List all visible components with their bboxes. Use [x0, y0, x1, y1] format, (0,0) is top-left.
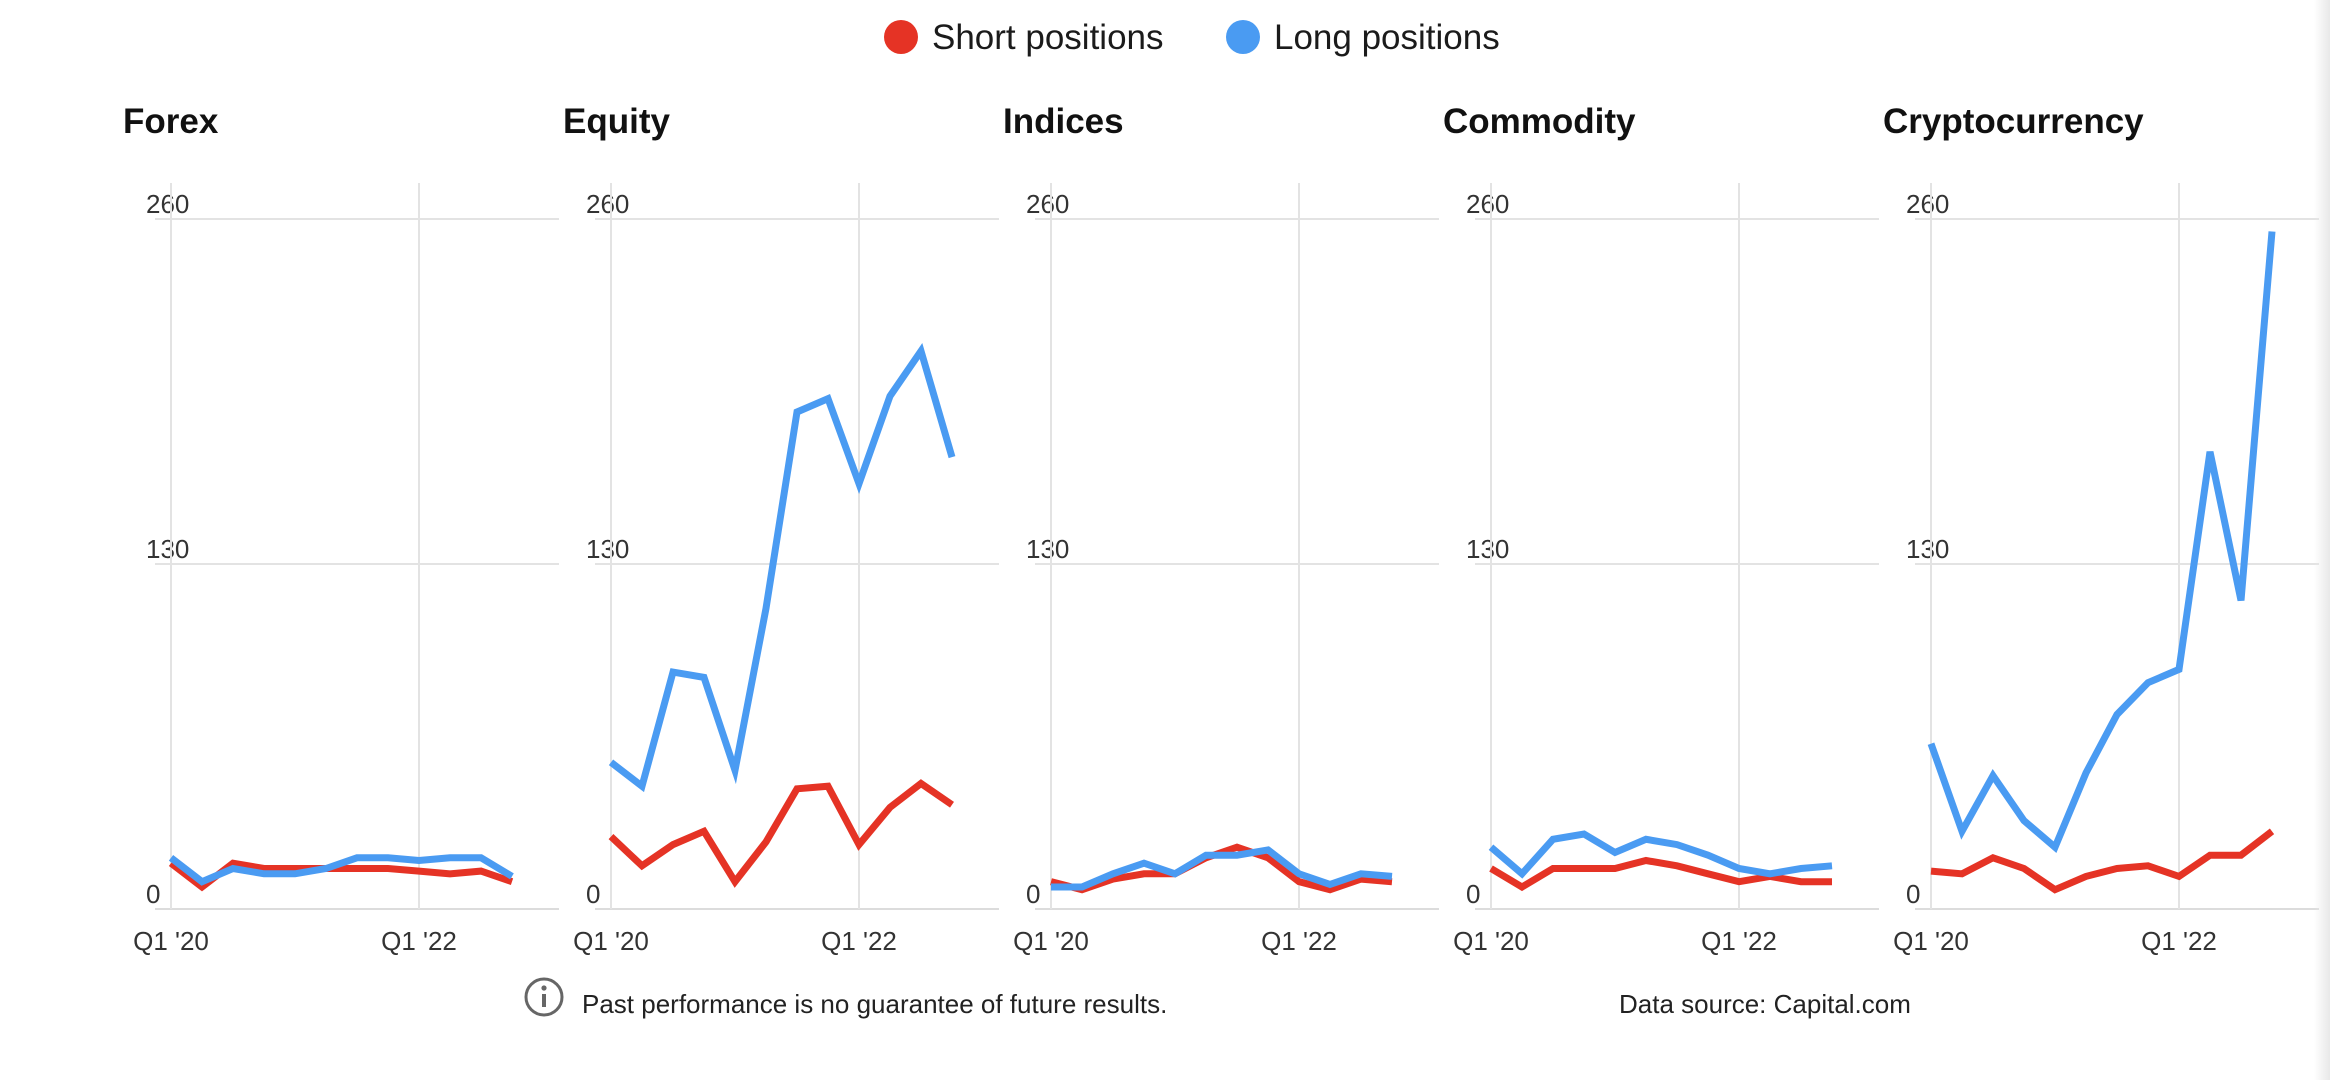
x-tick-label: Q1 '22 [381, 926, 457, 956]
legend-item-long[interactable]: Long positions [1226, 18, 1500, 57]
y-tick-label: 260 [1026, 189, 1069, 219]
x-tick-label: Q1 '22 [821, 926, 897, 956]
y-tick-label: 130 [586, 534, 629, 564]
y-tick-label: 260 [1466, 189, 1509, 219]
y-tick-label: 0 [1026, 879, 1040, 909]
y-tick-label: 0 [1906, 879, 1920, 909]
right-edge-shadow [2314, 0, 2330, 1080]
panel-title-forex: Forex [123, 102, 219, 141]
legend: Short positions Long positions [884, 18, 1500, 57]
x-tick-label: Q1 '22 [1261, 926, 1337, 956]
y-tick-label: 130 [1466, 534, 1509, 564]
panel-title-cryptocurrency: Cryptocurrency [1883, 102, 2144, 141]
small-multiples: Forex 0 130 260 Q1 '20 Q1 '22 Equity 0 130 260 Q1 … [123, 102, 2319, 956]
panel-equity: Equity 0 130 260 Q1 '20 Q1 '22 [563, 102, 999, 956]
series-line-short-equity [608, 779, 954, 888]
panel-title-equity: Equity [563, 102, 670, 141]
panel-cryptocurrency: Cryptocurrency 0 130 260 Q1 '20 Q1 '22 [1883, 102, 2319, 956]
x-tick-label: Q1 '22 [1701, 926, 1777, 956]
x-tick-label: Q1 '20 [573, 926, 649, 956]
y-tick-label: 260 [586, 189, 629, 219]
x-tick-label: Q1 '22 [2141, 926, 2217, 956]
x-tick-label: Q1 '20 [1453, 926, 1529, 956]
disclaimer-text: Past performance is no guarantee of futu… [582, 989, 1167, 1019]
series-line-short-commodity [1489, 856, 1832, 892]
y-tick-label: 130 [1026, 534, 1069, 564]
panel-indices: Indices 0 130 260 Q1 '20 Q1 '22 [1003, 102, 1439, 956]
x-tick-label: Q1 '20 [1893, 926, 1969, 956]
series-line-long-indices [1051, 846, 1393, 891]
legend-item-short[interactable]: Short positions [884, 18, 1164, 57]
footer: Past performance is no guarantee of futu… [524, 977, 1911, 1019]
series-line-long-cryptocurrency [1927, 231, 2276, 853]
y-tick-label: 130 [1906, 534, 1949, 564]
series-line-short-cryptocurrency [1930, 828, 2275, 894]
series-line-long-commodity [1488, 830, 1833, 879]
panel-forex: Forex 0 130 260 Q1 '20 Q1 '22 [123, 102, 559, 956]
panel-commodity: Commodity 0 130 260 Q1 '20 Q1 '22 [1443, 102, 1879, 956]
panel-title-commodity: Commodity [1443, 102, 1636, 141]
series-line-long-equity [608, 342, 956, 793]
legend-label-long: Long positions [1274, 18, 1500, 57]
x-tick-label: Q1 '20 [133, 926, 209, 956]
legend-marker-short [884, 20, 918, 54]
y-tick-label: 0 [1466, 879, 1480, 909]
series-line-long-forex [168, 854, 514, 886]
data-source-text: Data source: Capital.com [1619, 989, 1911, 1019]
y-tick-label: 0 [586, 879, 600, 909]
y-tick-label: 0 [146, 879, 160, 909]
x-tick-label: Q1 '20 [1013, 926, 1089, 956]
y-tick-label: 130 [146, 534, 189, 564]
y-tick-label: 260 [1906, 189, 1949, 219]
info-icon[interactable] [524, 977, 564, 1017]
legend-label-short: Short positions [932, 18, 1164, 57]
y-tick-label: 260 [146, 189, 189, 219]
legend-marker-long [1226, 20, 1260, 54]
panel-title-indices: Indices [1003, 102, 1124, 141]
